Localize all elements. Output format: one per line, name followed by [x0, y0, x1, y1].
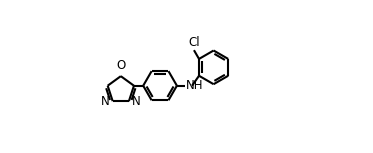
- Text: O: O: [116, 59, 125, 72]
- Text: N: N: [132, 95, 141, 108]
- Text: Cl: Cl: [188, 36, 200, 49]
- Text: NH: NH: [186, 79, 204, 92]
- Text: N: N: [101, 95, 110, 108]
